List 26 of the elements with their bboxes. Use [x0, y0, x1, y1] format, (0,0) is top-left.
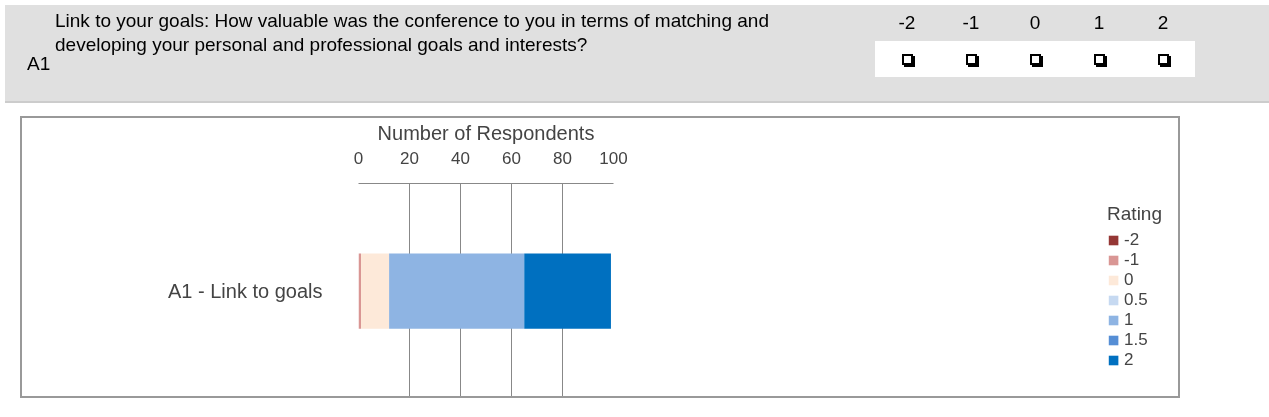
- x-tick-label: 40: [451, 148, 470, 168]
- x-tick-label: 80: [553, 148, 572, 168]
- y-tick-label: A1 - Link to goals: [167, 280, 323, 302]
- text: 2: [1156, 11, 1170, 35]
- text: -2: [897, 11, 917, 35]
- text: 1: [1092, 11, 1106, 35]
- x-tick-label: 60: [502, 148, 521, 168]
- bar: [361, 253, 390, 329]
- x-axis-title: Number of Respondents: [377, 121, 595, 144]
- chart-title: Link to your goals: How valuable was the conference to you in terms of matching and developing your personal and professional goals and interests?: [55, 9, 770, 57]
- x-tick-label: 100: [599, 148, 628, 168]
- text: 0: [1028, 11, 1042, 35]
- text: A1: [26, 52, 52, 76]
- x-tick-label: 0: [353, 148, 364, 168]
- legend-label: 1: [1124, 310, 1135, 330]
- bar: [524, 253, 611, 329]
- x-tick-label: 20: [400, 148, 419, 168]
- legend-label: 0: [1124, 270, 1135, 290]
- text: -1: [961, 11, 981, 35]
- legend-label: -1: [1124, 250, 1141, 270]
- legend-label: 2: [1124, 350, 1135, 370]
- bar: [389, 253, 525, 329]
- legend-label: -2: [1124, 230, 1141, 250]
- legend-title: Rating: [1107, 203, 1162, 225]
- legend-label: 0.5: [1124, 290, 1148, 310]
- legend-label: 1.5: [1124, 330, 1148, 350]
